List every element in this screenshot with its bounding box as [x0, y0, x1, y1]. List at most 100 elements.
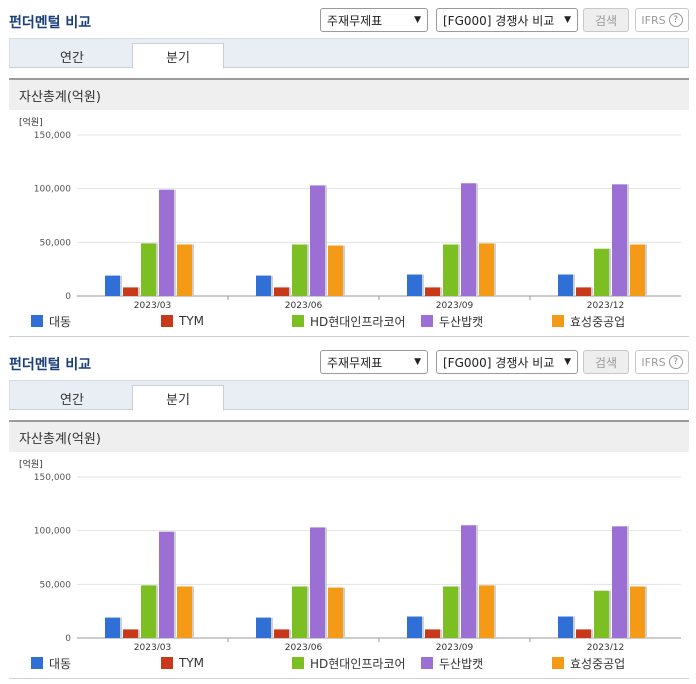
statement-select[interactable]: 주재무제표 ▼ [320, 350, 428, 374]
bar [443, 244, 458, 296]
bar [576, 287, 591, 296]
bar [105, 275, 120, 296]
legend-label: TYM [179, 656, 205, 670]
legend-swatch [552, 657, 564, 669]
statement-select-value: 주재무제표 [327, 355, 383, 370]
x-tick-label: 2023/06 [285, 643, 323, 650]
bar [274, 629, 289, 638]
tab-annual[interactable]: 연간 [60, 392, 84, 408]
bar [630, 586, 645, 638]
x-tick-label: 2023/09 [436, 301, 474, 308]
bar [159, 189, 174, 296]
bar [292, 244, 307, 296]
divider [9, 678, 689, 679]
legend-label: 대동 [49, 656, 72, 671]
bar [612, 184, 627, 296]
x-tick-label: 2023/03 [134, 643, 171, 650]
legend-item[interactable]: TYM [161, 311, 204, 331]
ifrs-button[interactable]: IFRS? [635, 8, 689, 32]
bar [425, 287, 440, 296]
bar [256, 275, 271, 296]
panel-title: 펀더멘털 비교 [9, 357, 92, 373]
chart-legend: 대동 TYM HD현대인프라코어 두산밥캣 효성중공업 [9, 311, 689, 333]
legend-item[interactable]: 두산밥캣 [421, 653, 483, 673]
x-tick-label: 2023/12 [587, 643, 624, 650]
bar [328, 587, 343, 638]
chevron-down-icon: ▼ [414, 15, 421, 25]
legend-swatch [31, 315, 43, 327]
tab-quarterly[interactable]: 분기 [132, 385, 224, 411]
fundamental-panel: 펀더멘털 비교 주재무제표 ▼ [FG000] 경쟁사 비교 ▼ 검색 IFRS? 연간 분기 자… [0, 342, 696, 684]
bar [310, 527, 325, 638]
y-axis-label: [억원] [19, 116, 43, 128]
legend-label: TYM [179, 314, 205, 328]
bar [594, 248, 609, 296]
compare-select[interactable]: [FG000] 경쟁사 비교 ▼ [436, 350, 578, 374]
legend-item[interactable]: HD현대인프라코어 [292, 311, 406, 331]
statement-select[interactable]: 주재무제표 ▼ [320, 8, 428, 32]
legend-item[interactable]: 효성중공업 [552, 311, 625, 331]
bar [594, 590, 609, 638]
legend-item[interactable]: 대동 [31, 311, 71, 331]
bar [159, 531, 174, 638]
legend-item[interactable]: 대동 [31, 653, 71, 673]
legend-swatch [552, 315, 564, 327]
help-icon: ? [668, 13, 683, 27]
bar [256, 617, 271, 638]
compare-select[interactable]: [FG000] 경쟁사 비교 ▼ [436, 8, 578, 32]
y-tick-label: 100,000 [34, 185, 71, 195]
chevron-down-icon: ▼ [564, 357, 571, 367]
divider [9, 336, 689, 337]
legend-label: HD현대인프라코어 [310, 656, 406, 671]
legend-item[interactable]: HD현대인프라코어 [292, 653, 406, 673]
section-title: 자산총계(억원) [9, 78, 689, 110]
asset-bar-chart: [억원] 0 50,000 100,000 150,000 2023/03 2023/06 2… [19, 116, 681, 308]
legend-swatch [31, 657, 43, 669]
asset-bar-chart: [억원] 0 50,000 100,000 150,000 2023/03 2023/06 2… [19, 458, 681, 650]
search-button[interactable]: 검색 [583, 8, 629, 32]
legend-swatch [292, 657, 304, 669]
bar [479, 585, 494, 638]
bar [630, 244, 645, 296]
bar [425, 629, 440, 638]
x-tick-label: 2023/09 [436, 643, 474, 650]
bar [461, 525, 476, 638]
legend-swatch [421, 657, 433, 669]
y-tick-label: 150,000 [34, 131, 71, 141]
compare-select-value: [FG000] 경쟁사 비교 [443, 355, 555, 370]
chevron-down-icon: ▼ [564, 15, 571, 25]
bar [612, 526, 627, 638]
bar [123, 629, 138, 638]
tab-quarterly[interactable]: 분기 [132, 43, 224, 69]
bar [576, 629, 591, 638]
legend-item[interactable]: 두산밥캣 [421, 311, 483, 331]
tab-annual[interactable]: 연간 [60, 50, 84, 66]
x-tick-label: 2023/12 [587, 301, 624, 308]
fundamental-panel: 펀더멘털 비교 주재무제표 ▼ [FG000] 경쟁사 비교 ▼ 검색 IFRS? 연간 분기 자… [9, 8, 689, 337]
y-tick-label: 100,000 [34, 527, 71, 537]
y-tick-label: 0 [65, 634, 71, 644]
legend-label: 효성중공업 [570, 314, 626, 329]
chevron-down-icon: ▼ [414, 357, 421, 367]
bar [558, 616, 573, 638]
y-tick-label: 150,000 [34, 473, 71, 483]
bar [123, 287, 138, 296]
ifrs-label: IFRS [641, 13, 666, 27]
legend-swatch [161, 657, 173, 669]
bar [461, 183, 476, 296]
ifrs-label: IFRS [641, 355, 666, 369]
x-tick-label: 2023/03 [134, 301, 171, 308]
legend-label: 두산밥캣 [439, 656, 484, 671]
bar [292, 586, 307, 638]
bar [274, 287, 289, 296]
legend-swatch [292, 315, 304, 327]
y-tick-label: 50,000 [40, 580, 72, 590]
legend-item[interactable]: 효성중공업 [552, 653, 625, 673]
legend-label: 효성중공업 [570, 656, 626, 671]
y-tick-label: 50,000 [40, 238, 72, 248]
legend-label: 두산밥캣 [439, 314, 484, 329]
search-button[interactable]: 검색 [583, 350, 629, 374]
ifrs-button[interactable]: IFRS? [635, 350, 689, 374]
statement-select-value: 주재무제표 [327, 13, 383, 28]
legend-item[interactable]: TYM [161, 653, 204, 673]
